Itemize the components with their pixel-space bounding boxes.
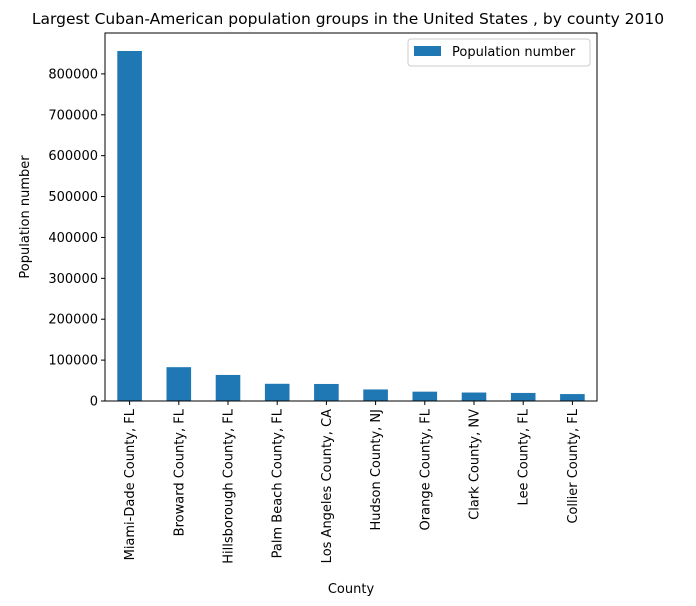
x-tick-label: Clark County, NV <box>468 409 483 520</box>
x-tick-label: Collier County, FL <box>566 408 581 523</box>
x-tick-label: Lee County, FL <box>517 408 532 505</box>
bar-4 <box>264 383 290 401</box>
bar-1 <box>117 50 142 401</box>
y-tick-label: 600000 <box>48 149 98 164</box>
x-tick-label: Broward County, FL <box>172 408 187 536</box>
plot-frame <box>104 32 598 402</box>
bar-2 <box>166 367 192 401</box>
y-axis-label: Population number <box>18 155 33 279</box>
bar-10 <box>560 394 585 401</box>
bar-8 <box>461 392 487 401</box>
x-axis-ticks: Miami-Dade County, FL Broward County, FL H… <box>123 401 581 564</box>
y-tick-label: 400000 <box>48 231 98 246</box>
y-tick-label: 500000 <box>48 190 98 205</box>
legend-box <box>407 38 591 67</box>
bar-5 <box>314 383 339 401</box>
chart-title: Largest Cuban-American population groups… <box>32 10 664 28</box>
y-tick-label: 200000 <box>48 313 98 328</box>
legend-swatch <box>414 46 441 56</box>
bar-7 <box>412 391 438 401</box>
x-tick-label: Orange County, FL <box>418 408 433 530</box>
y-tick-label: 0 <box>90 395 98 410</box>
y-tick-label: 300000 <box>48 272 98 287</box>
x-tick-label: Hudson County, NJ <box>369 409 384 531</box>
x-tick-label: Palm Beach County, FL <box>271 408 286 558</box>
bar-6 <box>363 389 388 401</box>
y-tick-label: 800000 <box>48 67 98 82</box>
legend: Population number <box>407 38 591 67</box>
y-axis-ticks: 0 100000 200000 300000 400000 500000 600000 700… <box>48 67 105 410</box>
bars <box>117 50 585 401</box>
x-tick-label: Los Angeles County, CA <box>320 409 335 563</box>
x-axis-label: County <box>328 582 375 597</box>
y-tick-label: 700000 <box>48 108 98 123</box>
x-tick-label: Hillsborough County, FL <box>222 408 237 564</box>
y-tick-label: 100000 <box>48 354 98 369</box>
legend-label: Population number <box>452 45 576 60</box>
bar-3 <box>215 374 241 401</box>
bar-9 <box>510 392 536 401</box>
x-tick-label: Miami-Dade County, FL <box>123 408 138 560</box>
